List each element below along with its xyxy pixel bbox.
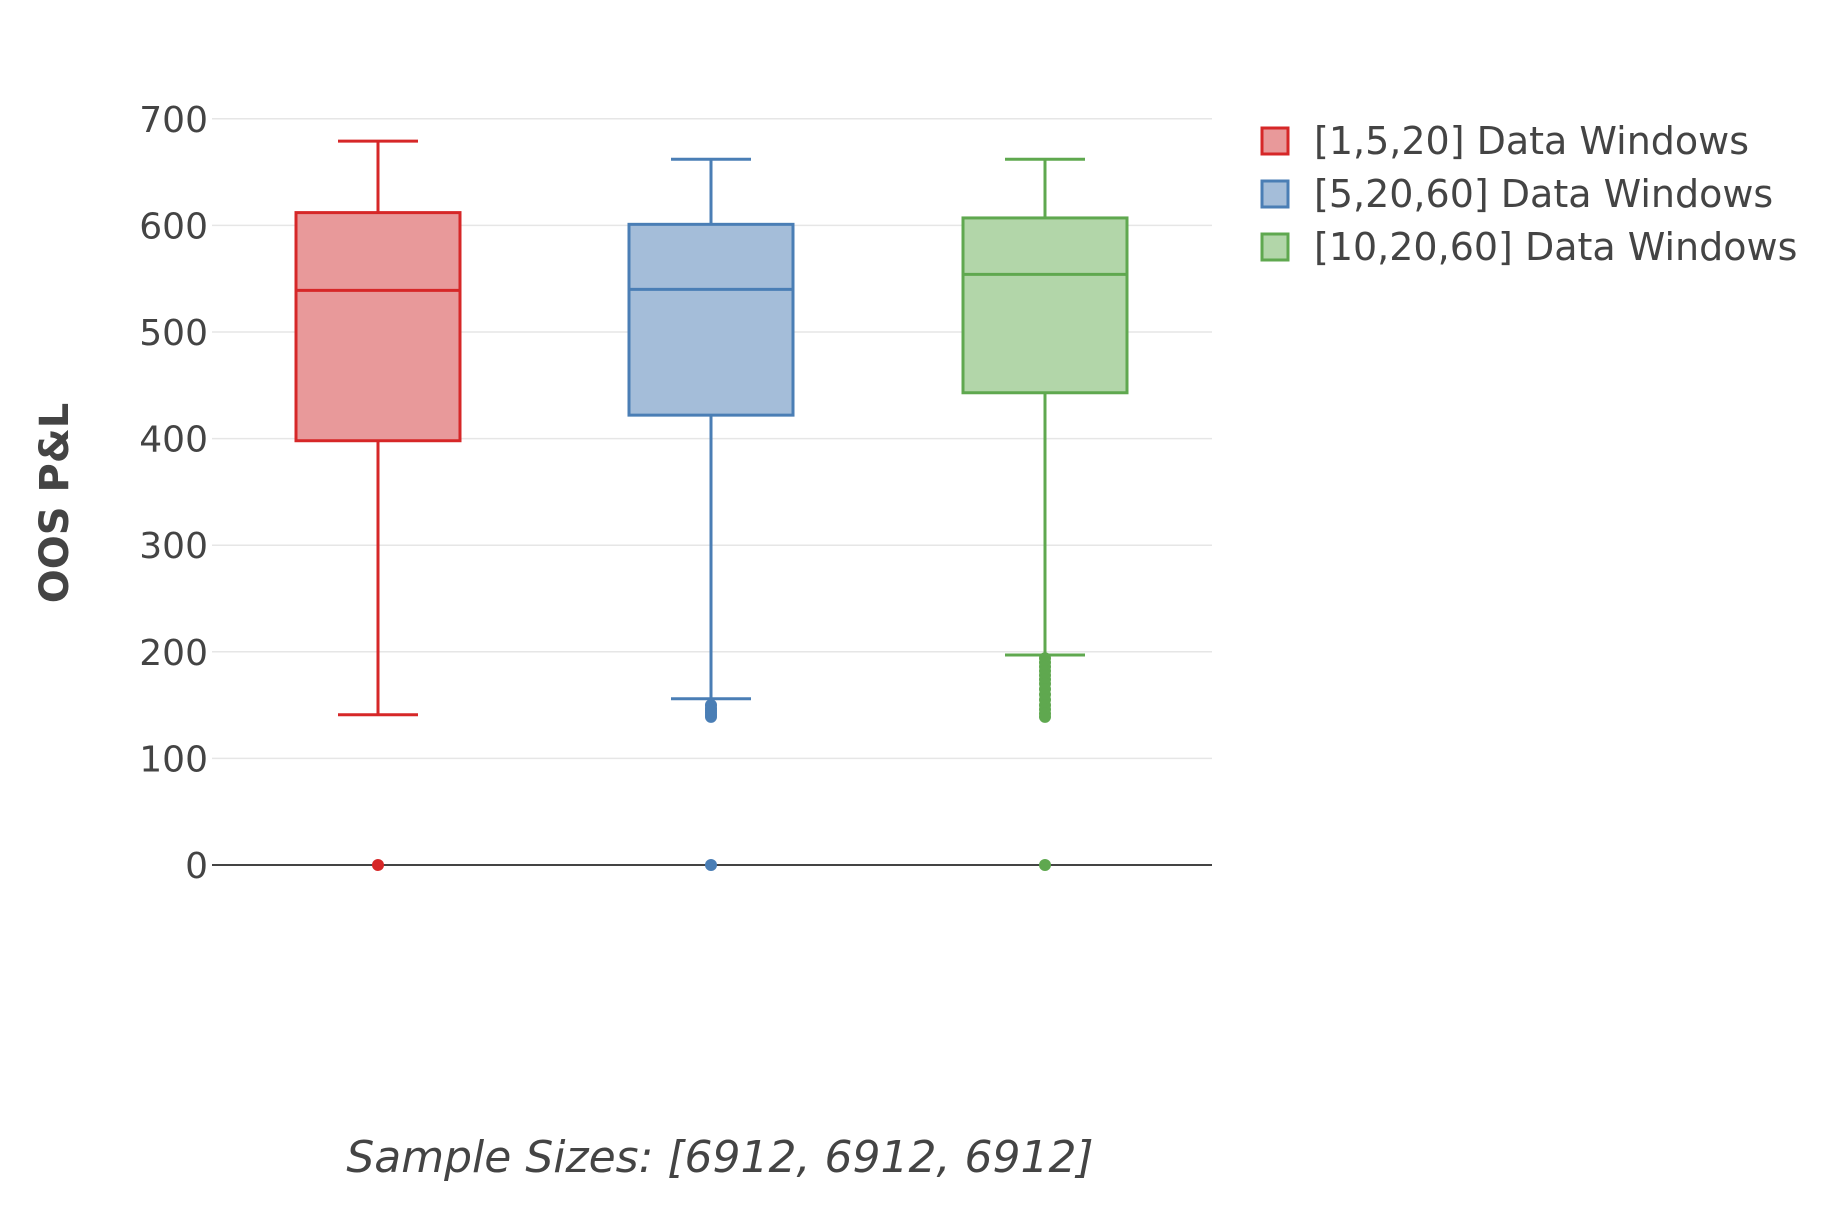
outlier-point bbox=[705, 710, 717, 723]
legend-label: [5,20,60] Data Windows bbox=[1314, 172, 1773, 216]
outlier-point bbox=[705, 859, 717, 871]
iqr-box bbox=[961, 216, 1129, 395]
y-tick-label: 600 bbox=[139, 206, 208, 247]
box-series bbox=[294, 139, 1129, 871]
outlier-point bbox=[1039, 859, 1051, 871]
legend-item-1[interactable]: [1,5,20] Data Windows bbox=[1260, 119, 1749, 163]
y-tick-label: 700 bbox=[139, 100, 208, 141]
legend-item-3[interactable]: [10,20,60] Data Windows bbox=[1260, 225, 1797, 269]
y-axis-ticks: 0 100 200 300 400 500 600 700 bbox=[139, 100, 208, 887]
legend-swatch bbox=[1260, 232, 1290, 262]
y-tick-label: 200 bbox=[139, 633, 208, 674]
iqr-box bbox=[627, 222, 795, 417]
iqr-box bbox=[294, 211, 462, 443]
y-tick-label: 0 bbox=[185, 846, 208, 887]
legend-swatch bbox=[1260, 179, 1290, 209]
legend: [1,5,20] Data Windows [5,20,60] Data Wind… bbox=[1260, 119, 1797, 269]
box-1 bbox=[294, 139, 462, 871]
outlier-point bbox=[372, 859, 384, 871]
box-3 bbox=[961, 157, 1129, 871]
outlier-point bbox=[1039, 710, 1051, 723]
y-tick-label: 300 bbox=[139, 526, 208, 567]
y-tick-label: 400 bbox=[139, 420, 208, 461]
y-tick-label: 500 bbox=[139, 313, 208, 354]
x-axis-label: Sample Sizes: [6912, 6912, 6912] bbox=[346, 1132, 1093, 1183]
y-axis-label: OOS P&L bbox=[32, 403, 78, 603]
legend-swatch bbox=[1260, 126, 1290, 156]
legend-label: [1,5,20] Data Windows bbox=[1314, 119, 1749, 163]
legend-item-2[interactable]: [5,20,60] Data Windows bbox=[1260, 172, 1773, 216]
box-2 bbox=[627, 157, 795, 871]
legend-label: [10,20,60] Data Windows bbox=[1314, 225, 1797, 269]
y-tick-label: 100 bbox=[139, 739, 208, 780]
